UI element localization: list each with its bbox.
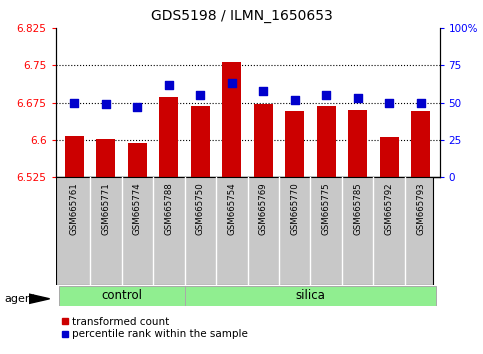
- Bar: [159, 97, 178, 177]
- Point: [165, 82, 173, 88]
- Bar: [191, 105, 210, 177]
- Bar: [380, 137, 398, 177]
- Text: agent: agent: [5, 294, 37, 304]
- Text: GDS5198 / ILMN_1650653: GDS5198 / ILMN_1650653: [151, 9, 332, 23]
- Text: GSM665754: GSM665754: [227, 182, 236, 235]
- Point: [417, 100, 425, 105]
- Bar: [59, 286, 185, 306]
- Text: GSM665750: GSM665750: [196, 182, 205, 235]
- Bar: [128, 143, 147, 177]
- Text: GSM665793: GSM665793: [416, 182, 425, 235]
- Bar: [348, 110, 367, 177]
- Point: [259, 88, 267, 93]
- Text: control: control: [101, 290, 142, 302]
- Point: [291, 97, 298, 103]
- Text: GSM665770: GSM665770: [290, 182, 299, 235]
- Text: GSM665771: GSM665771: [101, 182, 111, 235]
- Point: [354, 95, 362, 101]
- Legend: transformed count, percentile rank within the sample: transformed count, percentile rank withi…: [61, 317, 248, 339]
- Bar: [254, 104, 273, 177]
- Point: [197, 92, 204, 98]
- Point: [322, 92, 330, 98]
- Polygon shape: [29, 294, 50, 303]
- Bar: [317, 105, 336, 177]
- Bar: [411, 111, 430, 177]
- Text: GSM665761: GSM665761: [70, 182, 79, 235]
- Bar: [285, 111, 304, 177]
- Point: [133, 104, 141, 110]
- Bar: [222, 62, 241, 177]
- Bar: [65, 136, 84, 177]
- Point: [71, 100, 78, 105]
- Text: GSM665769: GSM665769: [259, 182, 268, 235]
- Bar: [97, 139, 115, 177]
- Text: GSM665774: GSM665774: [133, 182, 142, 235]
- Text: GSM665775: GSM665775: [322, 182, 331, 235]
- Point: [385, 100, 393, 105]
- Point: [102, 101, 110, 107]
- Text: silica: silica: [296, 290, 326, 302]
- Text: GSM665792: GSM665792: [384, 182, 394, 235]
- Text: GSM665788: GSM665788: [164, 182, 173, 235]
- Point: [228, 80, 236, 86]
- Bar: [185, 286, 436, 306]
- Text: GSM665785: GSM665785: [353, 182, 362, 235]
